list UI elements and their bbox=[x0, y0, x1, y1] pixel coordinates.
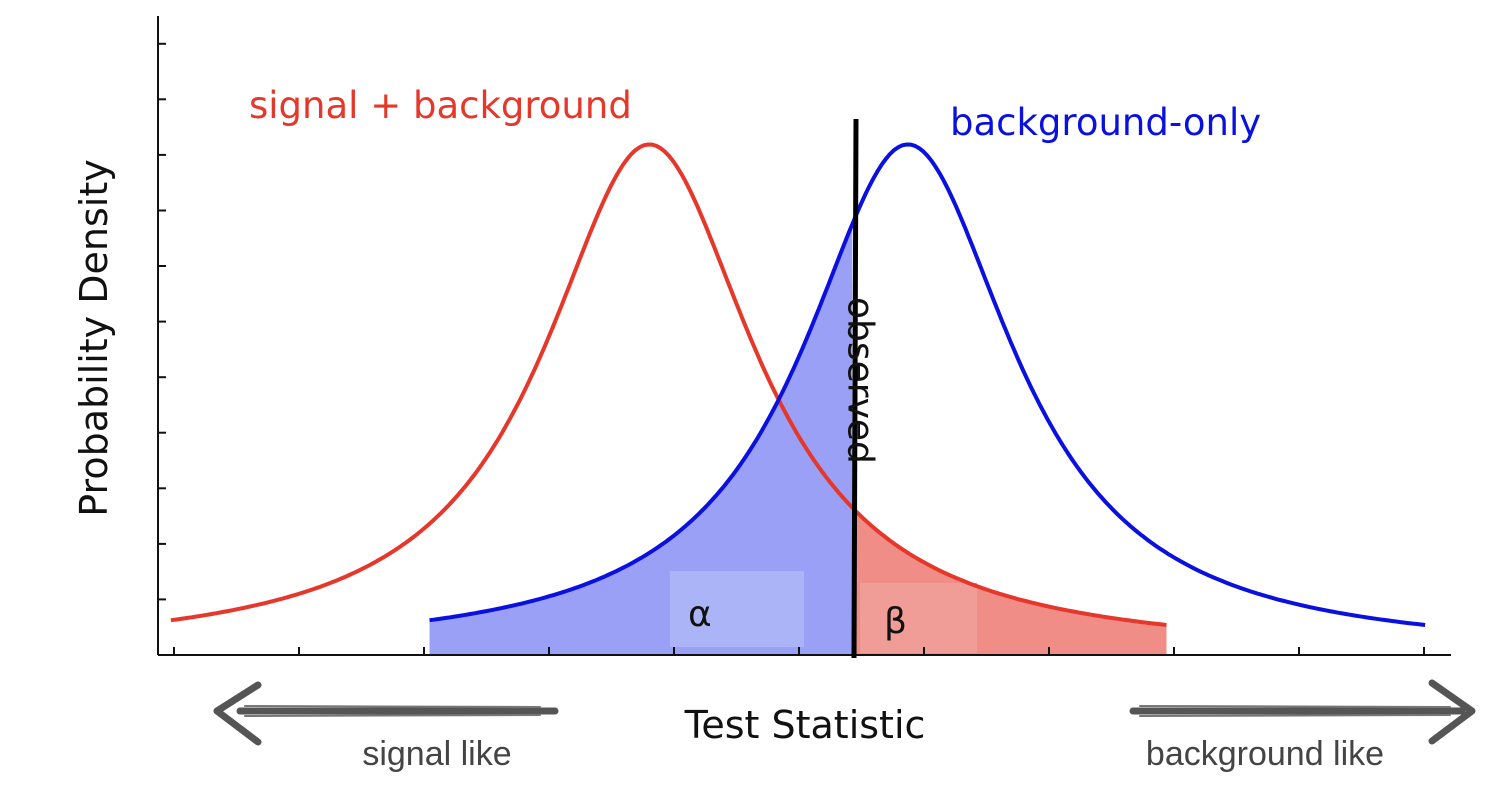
left-arrow-icon bbox=[213, 681, 559, 746]
y-axis-label: Probability Density bbox=[72, 159, 116, 516]
x-ticks bbox=[173, 647, 1425, 655]
series-label-background-only: background-only bbox=[950, 101, 1261, 144]
background-only-curve bbox=[429, 142, 1426, 627]
signal-plus-background-curve bbox=[170, 142, 1167, 627]
alpha-label-box bbox=[670, 571, 804, 647]
x-axis-label: Test Statistic bbox=[684, 703, 926, 747]
y-ticks bbox=[158, 42, 166, 601]
background-like-label: background like bbox=[1146, 735, 1384, 773]
signal-like-label: signal like bbox=[362, 735, 511, 773]
axes bbox=[157, 16, 1451, 656]
observed-line bbox=[851, 118, 859, 659]
alpha-label: α bbox=[688, 594, 712, 635]
observed-label: observed bbox=[839, 297, 880, 464]
series-label-signal-background: signal + background bbox=[249, 84, 632, 127]
right-arrow-icon bbox=[1129, 679, 1476, 745]
beta-label: β bbox=[884, 601, 907, 642]
alpha-region bbox=[429, 224, 853, 655]
beta-label-box bbox=[860, 583, 977, 653]
